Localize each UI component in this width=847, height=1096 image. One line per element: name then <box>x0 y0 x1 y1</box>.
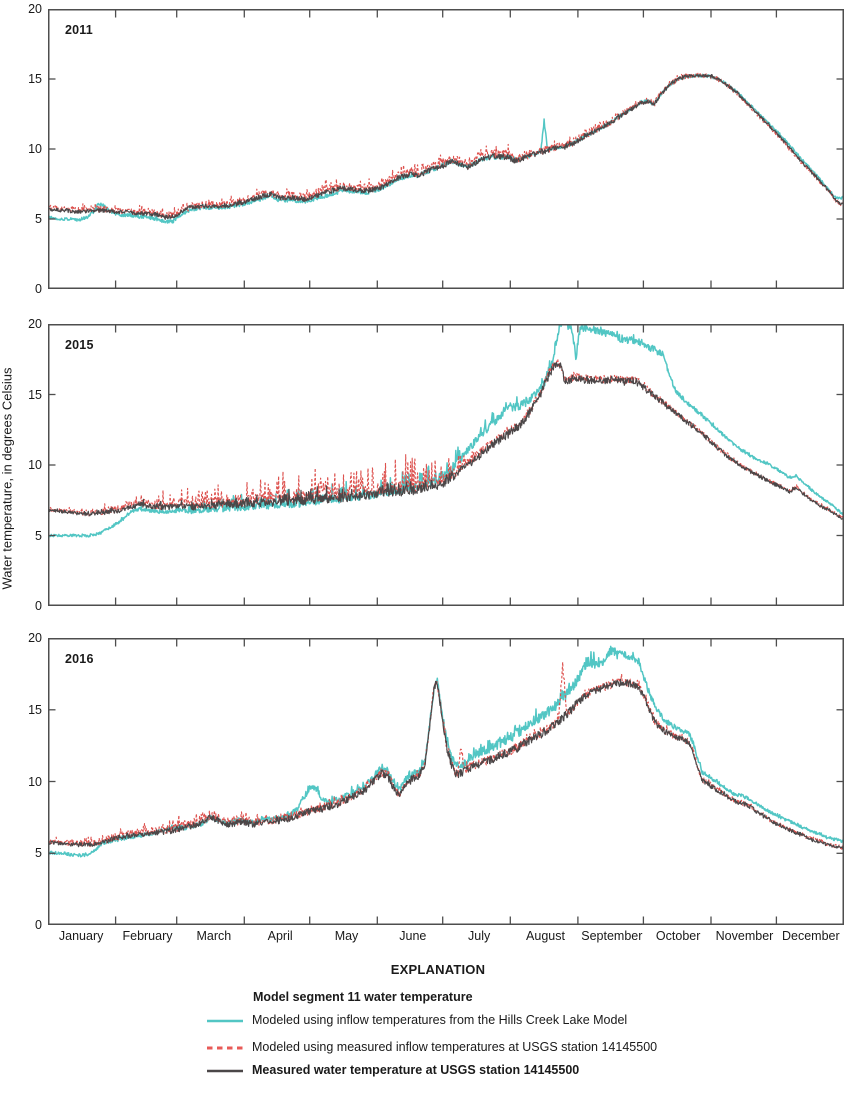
legend-label: Modeled using inflow temperatures from t… <box>252 1013 628 1027</box>
panel-2011: 2011 <box>48 9 844 289</box>
y-tick-label: 0 <box>35 282 42 296</box>
series-modeled-measured-inflow-2015 <box>48 358 844 521</box>
y-tick-label: 5 <box>35 846 42 861</box>
plot-area-2016 <box>48 638 844 925</box>
panel-2015: 2015 <box>48 324 844 606</box>
cyan-solid-line-swatch <box>207 1019 243 1023</box>
series-measured-water-temperature-2016 <box>48 678 844 850</box>
panel-year-label: 2016 <box>65 652 94 666</box>
series-measured-water-temperature-2011 <box>48 73 844 220</box>
y-tick-label: 15 <box>28 387 42 402</box>
series-modeled-hills-creek-lake-model-2011 <box>48 73 844 224</box>
y-tick-label: 5 <box>35 212 42 226</box>
y-tick-label: 10 <box>28 458 42 472</box>
series-modeled-measured-inflow-2011 <box>48 72 844 219</box>
gray-solid-line-swatch <box>207 1069 243 1073</box>
series-modeled-hills-creek-lake-model-2015 <box>48 324 844 538</box>
y-tick-label: 0 <box>35 918 42 932</box>
y-tick-label: 20 <box>28 317 42 331</box>
y-tick-label: 20 <box>28 2 42 16</box>
x-tick-label-june: June <box>399 929 427 943</box>
x-tick-label-february: February <box>122 929 173 943</box>
x-tick-label-october: October <box>655 929 701 943</box>
x-tick-label-april: April <box>267 929 293 943</box>
x-tick-label-september: September <box>581 929 643 943</box>
plot-area-2015 <box>48 324 844 606</box>
y-tick-label: 15 <box>28 72 42 86</box>
y-tick-label: 15 <box>28 702 42 717</box>
plot-area-2011 <box>48 9 844 289</box>
panel-frame <box>48 9 844 289</box>
x-tick-label-may: May <box>334 929 359 943</box>
y-tick-label: 10 <box>28 774 42 789</box>
x-tick-label-july: July <box>468 929 491 943</box>
x-tick-label-december: December <box>781 929 840 943</box>
series-measured-water-temperature-2015 <box>48 362 844 522</box>
panel-frame <box>48 324 844 606</box>
panel-year-label: 2015 <box>65 338 94 352</box>
y-tick-label: 0 <box>35 599 42 613</box>
series-modeled-measured-inflow-2016 <box>48 661 844 850</box>
x-tick-label-november: November <box>715 929 774 943</box>
y-tick-label: 10 <box>28 142 42 156</box>
panel-2016: 2016 <box>48 638 844 925</box>
explanation-title: EXPLANATION <box>390 962 486 977</box>
red-dashed-line-swatch <box>207 1046 243 1050</box>
legend-heading: Model segment 11 water temperature <box>253 990 473 1004</box>
y-tick-label: 5 <box>35 528 42 543</box>
x-tick-label-august: August <box>526 929 565 943</box>
y-tick-label: 20 <box>28 631 42 645</box>
panel-frame <box>48 638 844 925</box>
x-tick-label-january: January <box>58 929 104 943</box>
legend-label: Modeled using measured inflow temperatur… <box>252 1040 658 1054</box>
x-tick-label-march: March <box>196 929 232 943</box>
panel-year-label: 2011 <box>65 23 93 37</box>
legend-label: Measured water temperature at USGS stati… <box>252 1063 580 1077</box>
